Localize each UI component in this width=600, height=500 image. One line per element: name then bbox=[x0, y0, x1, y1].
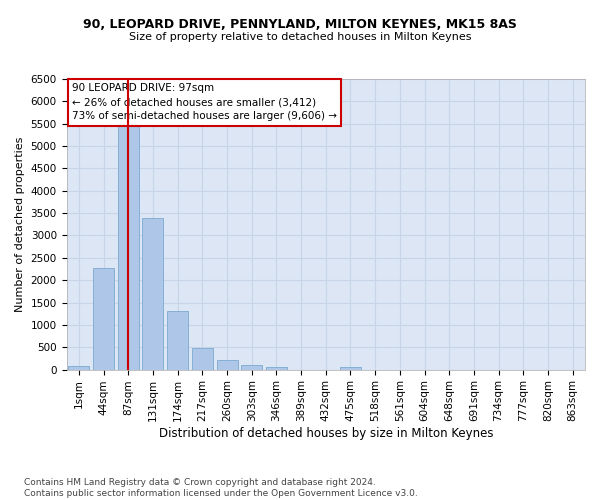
Bar bbox=[217, 360, 238, 370]
Y-axis label: Number of detached properties: Number of detached properties bbox=[15, 136, 25, 312]
Bar bbox=[118, 126, 139, 370]
Bar bbox=[142, 218, 163, 370]
Bar bbox=[340, 367, 361, 370]
Text: 90, LEOPARD DRIVE, PENNYLAND, MILTON KEYNES, MK15 8AS: 90, LEOPARD DRIVE, PENNYLAND, MILTON KEY… bbox=[83, 18, 517, 30]
Bar bbox=[192, 348, 213, 370]
Text: Size of property relative to detached houses in Milton Keynes: Size of property relative to detached ho… bbox=[129, 32, 471, 42]
Bar bbox=[68, 366, 89, 370]
Bar bbox=[266, 367, 287, 370]
Bar bbox=[241, 366, 262, 370]
Bar bbox=[93, 268, 114, 370]
Text: 90 LEOPARD DRIVE: 97sqm
← 26% of detached houses are smaller (3,412)
73% of semi: 90 LEOPARD DRIVE: 97sqm ← 26% of detache… bbox=[72, 84, 337, 122]
X-axis label: Distribution of detached houses by size in Milton Keynes: Distribution of detached houses by size … bbox=[158, 427, 493, 440]
Text: Contains HM Land Registry data © Crown copyright and database right 2024.
Contai: Contains HM Land Registry data © Crown c… bbox=[24, 478, 418, 498]
Bar bbox=[167, 311, 188, 370]
